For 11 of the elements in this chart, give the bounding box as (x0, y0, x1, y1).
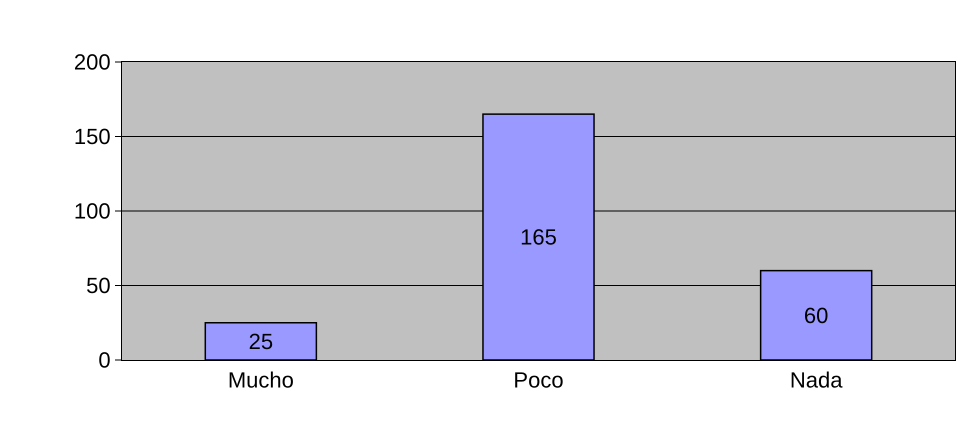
data-label: 25 (248, 328, 274, 354)
data-label: 60 (804, 302, 828, 328)
y-tick-label: 150 (74, 124, 111, 150)
x-tick-label: Poco (513, 367, 564, 392)
x-tick-label: Mucho (228, 367, 294, 392)
x-tick-label: Nada (790, 367, 844, 392)
y-tick-label: 100 (74, 198, 111, 224)
data-label: 165 (520, 224, 557, 250)
y-tick-label: 50 (86, 273, 111, 298)
y-tick-label: 200 (74, 50, 111, 75)
y-tick-label: 0 (98, 348, 111, 373)
